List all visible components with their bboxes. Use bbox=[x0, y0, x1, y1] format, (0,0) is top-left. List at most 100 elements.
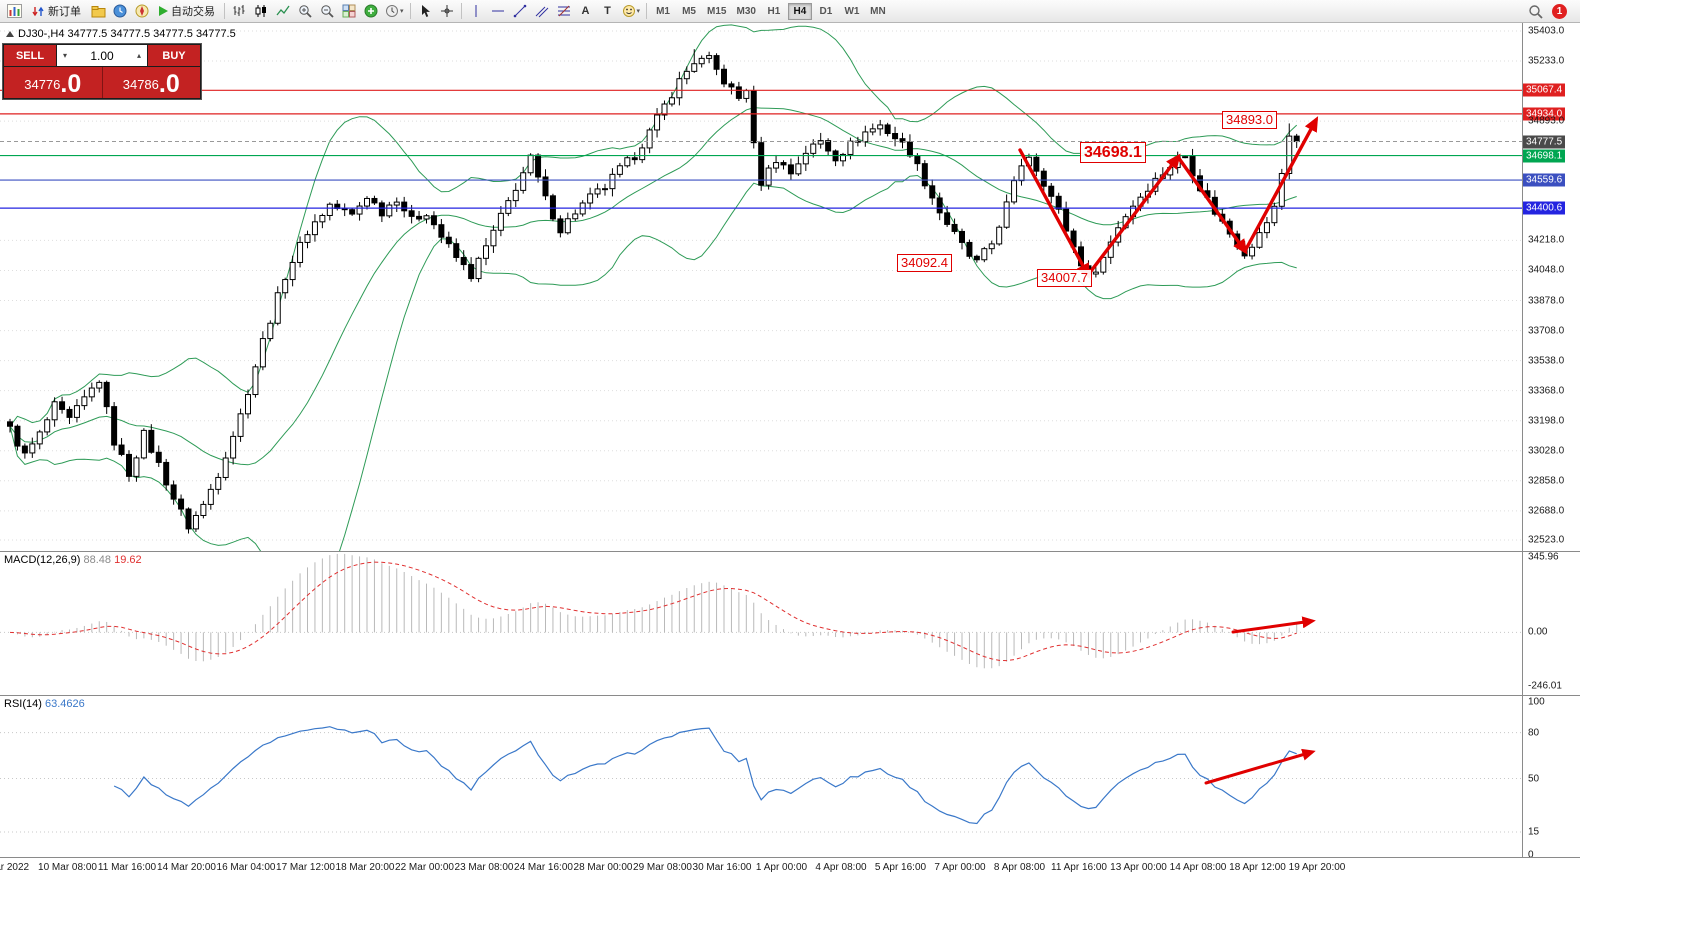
new-chart-button[interactable] bbox=[3, 2, 25, 21]
price-annotation-label[interactable]: 34893.0 bbox=[1222, 111, 1277, 129]
macd-panel-canvas[interactable] bbox=[0, 551, 1522, 695]
candlestick-series bbox=[7, 49, 1300, 534]
time-axis-label: 5 Apr 16:00 bbox=[874, 862, 927, 873]
text-tool-button[interactable]: A bbox=[575, 2, 597, 21]
volume-stepper[interactable]: ▾ 1.00 ▴ bbox=[57, 45, 147, 66]
new-order-icon bbox=[32, 6, 44, 16]
search-button[interactable] bbox=[1524, 2, 1546, 21]
timeframe-button-m1[interactable]: M1 bbox=[651, 3, 675, 20]
candlestick-mode-button[interactable] bbox=[250, 2, 272, 21]
notification-badge[interactable]: 1 bbox=[1552, 3, 1567, 19]
time-axis-label: 19 Apr 20:00 bbox=[1288, 862, 1346, 873]
price-axis[interactable]: 35403.0 35233.0 35067.4 34934.0 34893.0 34777… bbox=[1522, 23, 1580, 861]
indicators-button[interactable] bbox=[360, 2, 382, 21]
time-axis-label: 28 Mar 00:00 bbox=[573, 862, 633, 873]
grid-lines bbox=[0, 30, 1522, 541]
symbol-arrow-icon bbox=[6, 31, 14, 37]
price-axis-label: 34893.0 bbox=[1528, 115, 1565, 127]
chevron-down-icon: ▾ bbox=[636, 8, 641, 15]
crosshair-tool-button[interactable] bbox=[436, 2, 458, 21]
buy-price[interactable]: 34786.0 bbox=[102, 67, 200, 98]
text-tool-icon: A bbox=[581, 5, 590, 17]
volume-increase-icon[interactable]: ▴ bbox=[136, 51, 141, 60]
rsi-panel-canvas[interactable] bbox=[0, 695, 1522, 857]
trendline-icon bbox=[513, 4, 526, 18]
main-chart-canvas[interactable] bbox=[0, 23, 1522, 551]
crosshair-icon bbox=[440, 5, 453, 17]
zoom-out-button[interactable] bbox=[316, 2, 338, 21]
price-annotation-label[interactable]: 34092.4 bbox=[897, 254, 952, 272]
rsi-value: 63.4626 bbox=[44, 698, 85, 710]
time-axis-label: 22 Mar 00:00 bbox=[395, 862, 454, 873]
time-axis-label: 17 Mar 12:00 bbox=[276, 862, 335, 873]
main-toolbar: 新订单 自动交易 bbox=[0, 0, 1580, 23]
price-axis-tag: 34698.1 bbox=[1523, 149, 1566, 163]
text-label-tool-button[interactable]: T bbox=[597, 2, 619, 21]
trendline-tool-button[interactable] bbox=[509, 2, 531, 21]
chart-profiles-button[interactable] bbox=[87, 2, 109, 21]
macd-main-value: 88.48 bbox=[83, 554, 112, 566]
timeframe-button-mn[interactable]: MN bbox=[866, 3, 890, 20]
market-watch-button[interactable] bbox=[109, 2, 131, 21]
price-axis-label: 35403.0 bbox=[1528, 25, 1565, 37]
rsi-name: RSI(14) bbox=[4, 698, 42, 710]
channel-tool-button[interactable] bbox=[531, 2, 553, 21]
price-annotation-label[interactable]: 34007.7 bbox=[1037, 269, 1092, 287]
new-order-button[interactable]: 新订单 bbox=[25, 2, 87, 21]
time-axis-label: 4 Apr 08:00 bbox=[815, 862, 867, 873]
volume-input[interactable]: 1.00 bbox=[90, 48, 114, 63]
price-axis-label: 33368.0 bbox=[1528, 385, 1565, 397]
time-axis-label: 24 Mar 16:00 bbox=[514, 862, 573, 873]
time-axis-label: 18 Mar 20:00 bbox=[335, 862, 395, 873]
timeframe-button-w1[interactable]: W1 bbox=[840, 3, 864, 20]
timeframe-button-m5[interactable]: M5 bbox=[677, 3, 701, 20]
macd-signal-line bbox=[9, 561, 1297, 662]
arrows-tool-button[interactable]: ▾ bbox=[619, 2, 644, 21]
time-axis-label: 30 Mar 16:00 bbox=[692, 862, 752, 873]
bar-chart-icon bbox=[233, 5, 245, 16]
timeframe-button-h4[interactable]: H4 bbox=[787, 2, 812, 20]
zoom-out-icon bbox=[321, 5, 334, 18]
time-axis-label: 1 Apr 00:00 bbox=[755, 862, 808, 873]
cursor-tool-button[interactable] bbox=[414, 2, 436, 21]
timeframe-button-h1[interactable]: H1 bbox=[762, 3, 786, 20]
volume-decrease-icon[interactable]: ▾ bbox=[62, 51, 67, 60]
vertical-line-tool-button[interactable] bbox=[465, 2, 487, 21]
time-axis-label: 10 Mar 08:00 bbox=[38, 862, 97, 873]
periods-button[interactable]: ▾ bbox=[382, 2, 407, 21]
timeframe-button-m30[interactable]: M30 bbox=[732, 3, 759, 20]
auto-trading-label: 自动交易 bbox=[171, 6, 215, 18]
navigator-button[interactable] bbox=[131, 2, 153, 21]
panel-separator[interactable] bbox=[0, 695, 1580, 696]
toolbar-separator bbox=[409, 3, 411, 19]
macd-indicator-label: MACD(12,26,9) 88.48 19.62 bbox=[4, 554, 142, 566]
buy-button[interactable]: BUY bbox=[148, 45, 200, 66]
shapes-icon bbox=[622, 5, 635, 17]
price-axis-label: 33538.0 bbox=[1528, 355, 1565, 367]
sell-button[interactable]: SELL bbox=[4, 45, 56, 66]
macd-axis-label: -246.01 bbox=[1528, 680, 1562, 692]
fibonacci-tool-button[interactable] bbox=[553, 2, 575, 21]
macd-axis-label: 345.96 bbox=[1528, 551, 1559, 563]
mt4-window: 新订单 自动交易 bbox=[0, 0, 1580, 941]
timeframe-button-d1[interactable]: D1 bbox=[814, 3, 838, 20]
toolbar-separator bbox=[646, 3, 648, 19]
time-axis-label: Mar 2022 bbox=[0, 862, 30, 873]
price-axis-tag: 34559.6 bbox=[1523, 173, 1566, 187]
sell-price[interactable]: 34776.0 bbox=[4, 67, 103, 98]
price-annotation-label[interactable]: 34698.1 bbox=[1080, 142, 1146, 164]
chart-area: 35403.0 35233.0 35067.4 34934.0 34893.0 34777… bbox=[0, 23, 1580, 941]
price-axis-label: 33028.0 bbox=[1528, 445, 1565, 457]
tile-windows-button[interactable] bbox=[338, 2, 360, 21]
macd-signal-value: 19.62 bbox=[114, 554, 142, 566]
line-chart-mode-button[interactable] bbox=[272, 2, 294, 21]
timeframe-button-m15[interactable]: M15 bbox=[703, 3, 730, 20]
panel-separator[interactable] bbox=[0, 551, 1580, 552]
auto-trading-button[interactable]: 自动交易 bbox=[153, 2, 221, 21]
clock-icon bbox=[113, 4, 127, 18]
bar-chart-mode-button[interactable] bbox=[228, 2, 250, 21]
horizontal-line-tool-button[interactable] bbox=[487, 2, 509, 21]
time-axis-label: 11 Mar 16:00 bbox=[97, 862, 157, 873]
zoom-in-button[interactable] bbox=[294, 2, 316, 21]
